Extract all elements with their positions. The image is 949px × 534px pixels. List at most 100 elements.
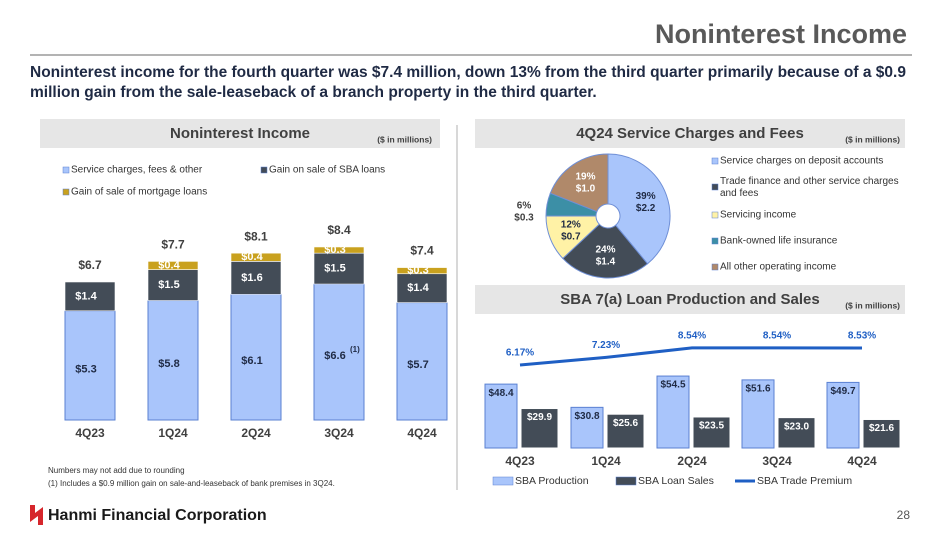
legend-label: Trade finance and other service charges … [720, 176, 901, 199]
data-label: 6% [517, 201, 532, 212]
total-label: $7.7 [161, 238, 185, 252]
data-label: $0.3 [407, 265, 428, 277]
footnote: Numbers may not add due to rounding [48, 466, 185, 475]
legend-label: Gain on sale of SBA loans [269, 165, 385, 176]
data-label: 39% [636, 191, 656, 202]
data-label: $49.7 [830, 386, 855, 397]
bar [520, 408, 559, 449]
legend-label: Bank-owned life insurance [720, 236, 838, 247]
slice [607, 153, 671, 265]
legend-swatch [711, 157, 719, 165]
data-label: $0.3 [324, 244, 345, 256]
amount-label: $0.3 [514, 213, 534, 224]
slice [549, 153, 609, 213]
x-tick-label: 2Q24 [241, 426, 271, 440]
x-tick-label: 4Q23 [505, 454, 535, 468]
data-label: $1.4 [407, 282, 429, 294]
data-label: $5.8 [158, 358, 179, 370]
data-label: $1.6 [241, 272, 262, 284]
chart-title: Noninterest Income [170, 125, 310, 142]
footnote: (1) Includes a $0.9 million gain on sale… [48, 479, 335, 488]
unit-label: ($ in millions) [377, 134, 432, 144]
bar-segment [313, 283, 365, 421]
bar [692, 416, 731, 449]
legend-label: SBA Loan Sales [638, 475, 714, 487]
line [519, 346, 863, 367]
legend-label: Gain of sale of mortgage loans [71, 187, 207, 198]
legend-label: SBA Production [515, 475, 589, 487]
x-tick-label: 4Q24 [847, 454, 877, 468]
data-label: $29.9 [527, 412, 552, 423]
unit-label: ($ in millions) [845, 134, 900, 144]
x-tick-label: 2Q24 [677, 454, 707, 468]
legend-swatch [711, 237, 719, 245]
x-tick-label: 4Q23 [75, 426, 105, 440]
data-label: 7.23% [592, 340, 620, 351]
page-number: 28 [897, 508, 911, 522]
data-label: $5.3 [75, 363, 96, 375]
bar-segment [147, 300, 199, 421]
annotation: (1) [350, 345, 360, 354]
bar [741, 379, 775, 449]
x-tick-label: 3Q24 [762, 454, 792, 468]
legend-label: All other operating income [720, 262, 837, 273]
amount-label: $1.0 [576, 184, 596, 195]
bar [606, 413, 645, 449]
unit-label: ($ in millions) [845, 300, 900, 310]
data-label: $51.6 [745, 384, 770, 395]
data-label: $5.7 [407, 359, 428, 371]
amount-label: $1.4 [596, 257, 616, 268]
data-label: 8.54% [678, 331, 706, 342]
data-label: $0.4 [241, 251, 263, 263]
panel-header [40, 119, 440, 148]
bar [777, 417, 816, 449]
bar [826, 381, 860, 449]
bar [656, 375, 690, 449]
data-label: $21.6 [869, 423, 894, 434]
logo-text: Hanmi Financial Corporation [48, 507, 267, 524]
legend-swatch [615, 476, 637, 486]
logo-icon [30, 505, 43, 525]
bar [862, 418, 901, 449]
data-label: 6.17% [506, 348, 534, 359]
legend-label: SBA Trade Premium [757, 475, 852, 487]
slide-title: Noninterest Income [655, 19, 907, 49]
amount-label: $2.2 [636, 203, 656, 214]
data-label: $6.6 [324, 350, 345, 362]
bar-segment [64, 281, 116, 312]
legend-swatch [711, 183, 719, 191]
x-tick-label: 4Q24 [407, 426, 437, 440]
legend-label: Service charges on deposit accounts [720, 156, 883, 167]
data-label: $54.5 [660, 380, 685, 391]
data-label: $30.8 [574, 411, 599, 422]
total-label: $8.4 [327, 223, 351, 237]
bar [484, 383, 518, 449]
legend-label: Servicing income [720, 210, 797, 221]
data-label: 19% [576, 172, 596, 183]
total-label: $7.4 [410, 244, 434, 258]
legend-swatch [260, 166, 268, 174]
data-label: $48.4 [488, 388, 513, 399]
bar-segment [396, 267, 448, 275]
headline: Noninterest income for the fourth quarte… [30, 64, 906, 101]
data-label: $23.0 [784, 421, 809, 432]
amount-label: $0.7 [561, 231, 581, 242]
bar-segment [147, 269, 199, 301]
legend-swatch [711, 211, 719, 219]
chart-title: SBA 7(a) Loan Production and Sales [560, 291, 819, 308]
total-label: $8.1 [244, 229, 268, 243]
slice [562, 223, 649, 279]
legend-label: Service charges, fees & other [71, 165, 203, 176]
panel-header [475, 285, 905, 314]
panel-header [475, 119, 905, 148]
data-label: 12% [561, 219, 581, 230]
x-tick-label: 1Q24 [158, 426, 188, 440]
data-label: $23.5 [699, 421, 724, 432]
total-label: $6.7 [78, 258, 102, 272]
bar-segment [230, 252, 282, 262]
legend-swatch [492, 476, 514, 486]
data-label: 8.53% [848, 331, 876, 342]
legend-swatch [62, 166, 70, 174]
